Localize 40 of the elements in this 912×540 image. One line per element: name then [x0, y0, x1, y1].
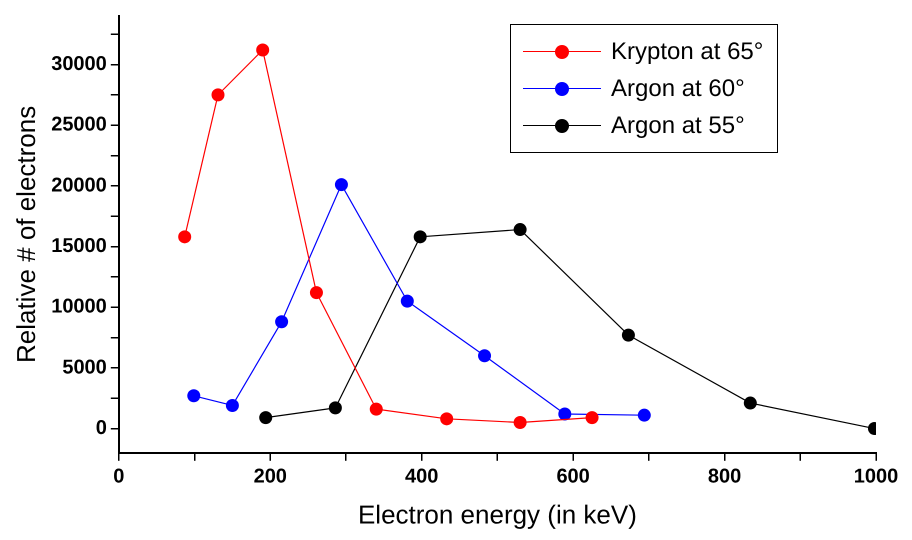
point	[226, 398, 239, 412]
x-tick-label: 800	[708, 465, 742, 488]
x-tick-label: 400	[405, 465, 438, 488]
legend-label: Argon at 60°	[611, 74, 745, 102]
legend-label: Argon at 55°	[611, 112, 745, 140]
point	[328, 401, 342, 414]
x-tick-label: 200	[254, 465, 287, 488]
point	[514, 416, 527, 429]
x-tick-label: 600	[556, 465, 590, 488]
point	[440, 412, 454, 426]
point	[256, 43, 270, 56]
point	[622, 328, 635, 342]
y-tick-label: 10000	[51, 296, 107, 318]
point	[638, 408, 651, 422]
point	[275, 315, 288, 328]
point	[400, 294, 414, 308]
point	[558, 407, 572, 420]
point	[478, 349, 492, 362]
y-tick-label: 30000	[51, 53, 107, 76]
y-tick-label: 15000	[51, 235, 107, 258]
point	[310, 286, 323, 300]
point	[414, 230, 427, 244]
point	[178, 230, 192, 244]
x-tick-label: 0	[113, 465, 124, 488]
point	[370, 402, 383, 416]
point	[212, 88, 225, 102]
point	[259, 411, 272, 424]
point	[744, 396, 757, 410]
y-tick-label: 25000	[51, 114, 107, 136]
point	[334, 178, 348, 192]
point	[586, 411, 599, 424]
point	[514, 223, 527, 236]
x-axis-title: Electron energy (in keV)	[358, 500, 637, 530]
y-tick-label: 20000	[51, 174, 107, 196]
y-tick-label: 5000	[62, 356, 107, 378]
x-tick-label: 1000	[854, 465, 898, 488]
y-tick-label: 0	[96, 417, 107, 440]
legend-label: Krypton at 65°	[611, 38, 764, 66]
point	[187, 389, 200, 402]
y-axis-title: Relative # of electrons	[10, 106, 41, 364]
